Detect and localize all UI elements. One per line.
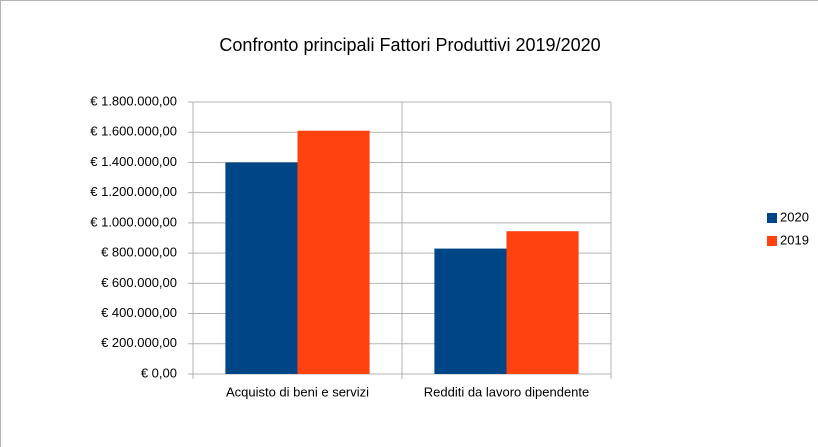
y-tick-label: € 1.200.000,00 [90, 184, 177, 199]
y-tick-label: € 400.000,00 [101, 305, 177, 320]
y-tick-label: € 800.000,00 [101, 245, 177, 260]
legend-label: 2019 [780, 232, 809, 247]
bar [297, 130, 370, 374]
y-tick-label: € 1.400.000,00 [90, 154, 177, 169]
legend-label: 2020 [780, 209, 809, 224]
bar [434, 248, 507, 374]
y-tick-label: € 1.800.000,00 [90, 93, 177, 108]
y-tick-label: € 200.000,00 [101, 335, 177, 350]
y-tick-label: € 600.000,00 [101, 275, 177, 290]
bar [225, 162, 298, 374]
x-tick-label: Acquisto di beni e servizi [226, 384, 369, 399]
legend-swatch [767, 213, 777, 223]
legend-swatch [767, 236, 777, 246]
x-tick-label: Redditi da lavoro dipendente [424, 384, 590, 399]
y-tick-label: € 0,00 [141, 365, 177, 380]
y-tick-label: € 1.600.000,00 [90, 124, 177, 139]
chart-title: Confronto principali Fattori Produttivi … [219, 35, 600, 55]
bar [506, 231, 579, 374]
y-tick-label: € 1.000.000,00 [90, 214, 177, 229]
